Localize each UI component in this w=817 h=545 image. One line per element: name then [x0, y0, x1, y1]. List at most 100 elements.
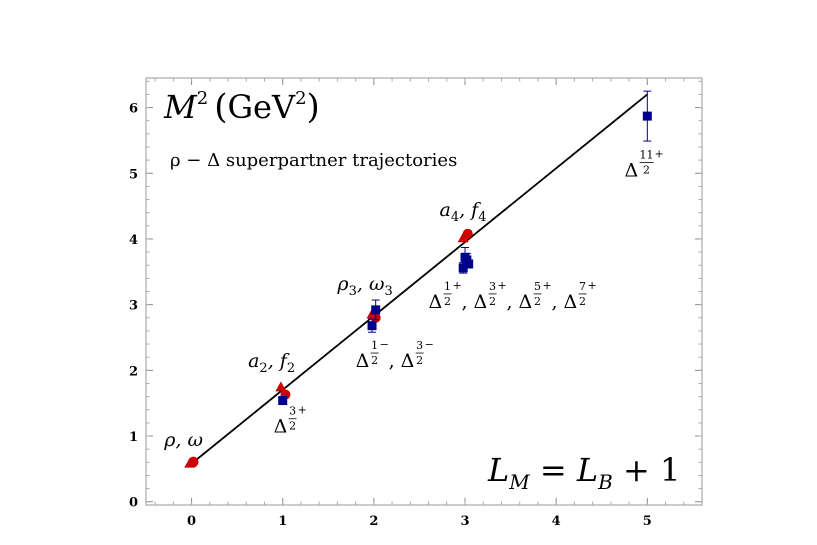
x-tick-label: 5 [643, 514, 652, 529]
y-tick-label: 5 [129, 167, 138, 182]
delta-numerator: 3 [289, 405, 296, 418]
delta-denominator: 2 [289, 420, 296, 433]
y-tick-label: 6 [129, 102, 138, 117]
delta-parity: + [588, 279, 597, 292]
label-main: a [248, 350, 259, 372]
delta-symbol: Δ [474, 291, 488, 313]
label-rho-omega: ρ, ω [163, 429, 203, 451]
delta-denominator: 2 [371, 354, 378, 367]
square-point [278, 396, 288, 406]
delta-numerator: 3 [416, 339, 423, 352]
formula-rhs: L [576, 451, 598, 489]
title-close-paren: ) [307, 87, 320, 127]
triangle-point [184, 457, 196, 468]
delta-symbol: Δ [356, 350, 370, 372]
delta-separator: , [507, 291, 513, 313]
delta-parity: + [498, 279, 507, 292]
label-main: , f [459, 199, 481, 221]
delta-parity: + [453, 279, 462, 292]
fit-line-group [191, 93, 648, 465]
triangle-point [275, 381, 287, 392]
square-point [464, 259, 474, 269]
label-rho3-omega3: ρ3, ω3 [336, 273, 392, 299]
plot-frame [145, 77, 703, 506]
chart-title: M2 (GeV2) [163, 87, 320, 127]
y-tick-label: 4 [129, 233, 138, 248]
delta-parity: − [425, 338, 434, 351]
delta-numerator: 1 [444, 280, 451, 293]
delta-symbol: Δ [274, 416, 288, 438]
x-tick-label: 0 [187, 514, 196, 529]
formula-equals: = [530, 451, 577, 489]
label-delta-12m-32m: Δ12−, Δ32− [356, 338, 434, 372]
title-symbol: M [163, 88, 198, 126]
delta-separator: , [552, 291, 558, 313]
label-sub: 4 [451, 210, 459, 225]
y-tick-label: 0 [129, 496, 138, 511]
square-point [371, 305, 381, 315]
delta-symbol: Δ [564, 291, 578, 313]
label-main: a [439, 199, 450, 221]
delta-parity: + [543, 279, 552, 292]
delta-denominator: 2 [489, 295, 496, 308]
title-unit: GeV [227, 88, 296, 126]
x-tick-label: 1 [278, 514, 287, 529]
triangle-point [457, 232, 469, 243]
delta-denominator: 2 [444, 295, 451, 308]
label-a2-f2: a2, f2 [248, 350, 295, 376]
delta-denominator: 2 [416, 354, 423, 367]
title-unit-exponent: 2 [295, 88, 306, 109]
delta-symbol: Δ [625, 160, 639, 182]
delta-parity: + [655, 148, 664, 161]
label-a4-f4: a4, f4 [439, 199, 486, 225]
fit-line [191, 93, 648, 465]
formula-plus: + 1 [613, 451, 681, 489]
delta-parity: + [298, 404, 307, 417]
delta-separator: , [462, 291, 468, 313]
chart-formula: LM = LB + 1 [487, 451, 680, 494]
formula-lhs-sub: M [508, 470, 530, 494]
label-sub: 2 [259, 361, 267, 376]
delta-separator: , [389, 350, 395, 372]
label-delta-12p-32p-52p-72p: Δ12+, Δ32+, Δ52+, Δ72+ [429, 279, 597, 313]
delta-numerator: 7 [579, 280, 586, 293]
label-delta-112p: Δ11 2 + [625, 148, 664, 182]
y-tick-label: 2 [129, 364, 138, 379]
axis-ticks: 0 1 2 3 4 5 0 1 2 3 4 5 6 [129, 78, 702, 529]
square-point [458, 263, 468, 273]
delta-symbol: Δ [429, 291, 443, 313]
delta-symbol: Δ [519, 291, 533, 313]
title-open-paren: ( [214, 87, 227, 127]
delta-numerator: 5 [534, 280, 541, 293]
delta-denominator: 2 [579, 295, 586, 308]
title-exponent: 2 [197, 88, 208, 109]
square-point [367, 321, 377, 331]
delta-symbol: Δ [401, 350, 415, 372]
label-sub: 4 [478, 210, 486, 225]
delta-numerator: 11 [640, 149, 654, 162]
delta-numerator: 1 [371, 339, 378, 352]
label-sub: 3 [349, 284, 357, 299]
formula-lhs: L [487, 451, 509, 489]
delta-denominator: 2 [534, 295, 541, 308]
delta-denominator: 2 [643, 164, 650, 177]
label-main: , f [268, 350, 290, 372]
formula-rhs-sub: B [597, 470, 613, 494]
label-sub: 3 [384, 284, 392, 299]
y-tick-label: 1 [129, 430, 138, 445]
x-tick-label: 3 [460, 514, 469, 529]
x-tick-label: 4 [552, 514, 561, 529]
y-tick-label: 3 [129, 299, 138, 314]
chart-subtitle: ρ − Δ superpartner trajectories [170, 150, 457, 171]
label-main: , ω [357, 273, 385, 295]
label-main: ρ [336, 273, 349, 295]
square-point [642, 111, 652, 121]
x-tick-label: 2 [369, 514, 378, 529]
delta-parity: − [380, 338, 389, 351]
label-sub: 2 [287, 361, 295, 376]
delta-numerator: 3 [489, 280, 496, 293]
data-points [184, 90, 652, 468]
label-delta-32p: Δ3 2+ [274, 404, 307, 438]
